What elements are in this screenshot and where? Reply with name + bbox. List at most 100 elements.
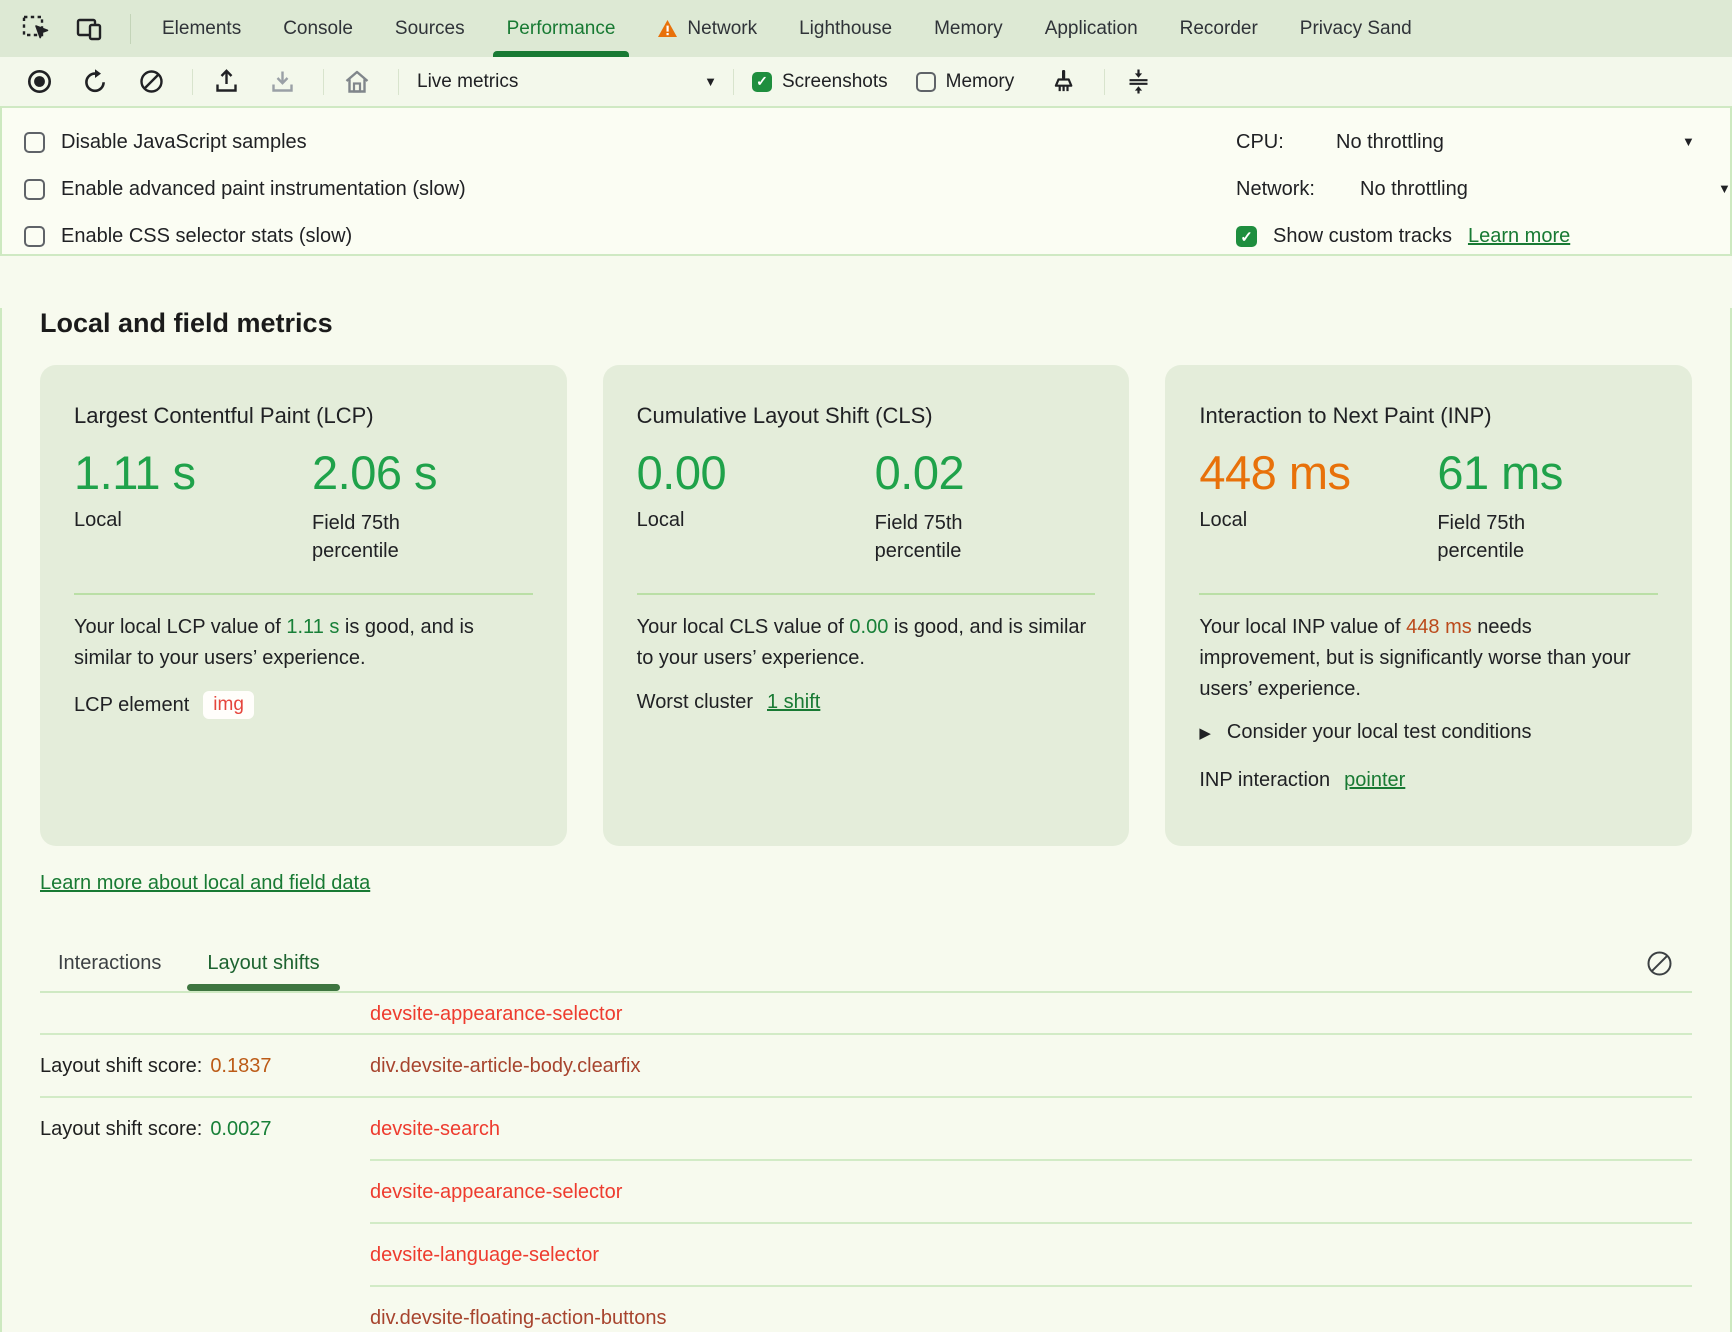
shift-score-value: 0.0027 (210, 1118, 272, 1140)
checkbox-unchecked-icon[interactable] (24, 132, 45, 153)
screenshots-checkbox[interactable]: ✓ Screenshots (752, 71, 888, 93)
shift-row: div.devsite-floating-action-buttons (40, 1287, 1692, 1332)
worst-cluster-label: Worst cluster (636, 691, 753, 713)
device-toolbar-icon[interactable] (74, 13, 106, 45)
reload-record-icon[interactable] (80, 67, 110, 97)
inspect-element-icon[interactable] (20, 13, 52, 45)
tab-interactions[interactable]: Interactions (58, 952, 162, 974)
tab-recorder[interactable]: Recorder (1179, 17, 1258, 39)
separator (192, 68, 193, 95)
network-throttling-select[interactable]: No throttling (1360, 178, 1468, 200)
expander-triangle-icon: ▶ (1199, 724, 1211, 742)
shift-element-link[interactable]: div.devsite-article-body.clearfix (370, 1055, 641, 1077)
tab-application[interactable]: Application (1044, 17, 1138, 39)
custom-tracks-row: ✓ Show custom tracks Learn more (1236, 213, 1730, 260)
cpu-throttling-select[interactable]: No throttling (1336, 131, 1444, 153)
checkbox-checked-icon[interactable]: ✓ (1236, 226, 1257, 247)
card-divider (636, 593, 1096, 595)
lcp-card: Largest Contentful Paint (LCP) 1.11 s Lo… (40, 365, 567, 846)
tab-privacy-sandbox[interactable]: Privacy Sand (1299, 17, 1412, 39)
tab-console[interactable]: Console (283, 17, 353, 39)
devtools-tabbar: Elements Console Sources Performance Net… (0, 0, 1732, 57)
warning-icon (657, 19, 678, 38)
home-icon[interactable] (342, 67, 372, 97)
checkbox-checked-icon[interactable]: ✓ (752, 71, 772, 92)
local-test-conditions-label: Consider your local test conditions (1226, 721, 1532, 743)
tab-elements[interactable]: Elements (162, 17, 242, 39)
inp-interaction-row: INP interaction pointer (1199, 769, 1658, 792)
cpu-throttling-row: CPU: No throttling ▼ (1236, 119, 1730, 166)
advanced-paint-row[interactable]: Enable advanced paint instrumentation (s… (24, 166, 1236, 213)
advanced-paint-label: Enable advanced paint instrumentation (s… (61, 178, 466, 200)
tab-network[interactable]: Network (636, 0, 778, 57)
inp-interaction-link[interactable]: pointer (1344, 769, 1406, 791)
shift-element-link[interactable]: devsite-appearance-selector (370, 1002, 623, 1025)
view-mode-select[interactable]: Live metrics ▼ (417, 71, 717, 93)
network-throttling-row: Network: No throttling ▼ (1236, 166, 1731, 213)
memory-checkbox[interactable]: Memory (915, 71, 1014, 93)
lcp-element-row: LCP element img (74, 691, 533, 719)
row-divider (40, 1033, 1692, 1035)
cls-inline-value: 0.00 (849, 616, 889, 638)
custom-tracks-learn-more-link[interactable]: Learn more (1467, 225, 1571, 247)
disable-js-samples-label: Disable JavaScript samples (61, 131, 307, 153)
inp-interaction-label: INP interaction (1199, 769, 1331, 791)
performance-toolbar: Live metrics ▼ ✓ Screenshots Memory (0, 57, 1732, 106)
disable-js-samples-row[interactable]: Disable JavaScript samples (24, 119, 1236, 166)
lcp-values: 1.11 s Local 2.06 s Field 75th percentil… (74, 445, 533, 593)
shift-element-link[interactable]: devsite-language-selector (370, 1244, 600, 1266)
record-icon[interactable] (24, 67, 54, 97)
row-divider (370, 1222, 1692, 1224)
learn-more-field-data-link[interactable]: Learn more about local and field data (40, 872, 371, 894)
card-divider (1199, 593, 1659, 595)
cls-card-title: Cumulative Layout Shift (CLS) (636, 403, 933, 428)
download-profile-icon[interactable] (267, 67, 297, 97)
local-test-conditions-expander[interactable]: ▶ Consider your local test conditions (1199, 721, 1658, 744)
cls-field-value: 0.02 (874, 446, 965, 499)
garbage-collect-brush-icon[interactable] (1048, 67, 1078, 97)
inp-local-value: 448 ms (1199, 446, 1351, 499)
shift-row: devsite-appearance-selector (40, 993, 1692, 1035)
tab-memory[interactable]: Memory (934, 17, 1003, 39)
tab-lighthouse[interactable]: Lighthouse (799, 17, 893, 39)
inp-values: 448 ms Local 61 ms Field 75th percentile (1199, 445, 1658, 593)
cls-local-value: 0.00 (636, 446, 727, 499)
live-metrics-view: Local and field metrics Largest Contentf… (0, 308, 1732, 1332)
view-mode-value: Live metrics (417, 70, 519, 92)
shift-score-value: 0.1837 (210, 1055, 272, 1077)
lcp-field-label: Field 75th percentile (312, 512, 400, 562)
shift-element-link[interactable]: div.devsite-floating-action-buttons (370, 1307, 667, 1329)
upload-profile-icon[interactable] (211, 67, 241, 97)
cls-values: 0.00 Local 0.02 Field 75th percentile (637, 445, 1096, 593)
tab-performance[interactable]: Performance (486, 0, 637, 57)
collapse-sections-icon[interactable] (1123, 67, 1153, 97)
shift-row: devsite-appearance-selector (40, 1161, 1692, 1224)
cls-local-label: Local (636, 509, 685, 531)
row-divider (370, 1285, 1692, 1287)
worst-cluster-link[interactable]: 1 shift (767, 691, 821, 713)
checkbox-unchecked-icon[interactable] (915, 71, 936, 92)
clear-log-icon[interactable] (1646, 950, 1673, 977)
chevron-down-icon: ▼ (1718, 181, 1731, 196)
panel-tabs: Elements Console Sources Performance Net… (141, 0, 1433, 57)
tab-sources[interactable]: Sources (394, 17, 465, 39)
lcp-element-chip[interactable]: img (203, 691, 254, 719)
checkbox-unchecked-icon[interactable] (24, 226, 45, 247)
inp-description: Your local INP value of 448 ms needs imp… (1199, 616, 1631, 700)
css-selector-stats-row[interactable]: Enable CSS selector stats (slow) (24, 213, 1236, 260)
shift-element-link[interactable]: devsite-appearance-selector (370, 1181, 623, 1203)
checkbox-unchecked-icon[interactable] (24, 179, 45, 200)
shift-row: Layout shift score: 0.0027 devsite-search (40, 1098, 1692, 1161)
row-divider (370, 1159, 1692, 1161)
chevron-down-icon: ▼ (1682, 134, 1695, 149)
separator (733, 68, 734, 95)
tab-layout-shifts[interactable]: Layout shifts (187, 952, 341, 991)
inp-card: Interaction to Next Paint (INP) 448 ms L… (1165, 365, 1693, 846)
clear-icon[interactable] (136, 67, 166, 97)
lcp-card-title: Largest Contentful Paint (LCP) (74, 403, 374, 428)
shift-element-link[interactable]: devsite-search (370, 1118, 501, 1140)
inp-inline-value: 448 ms (1406, 616, 1472, 638)
lcp-local-value: 1.11 s (74, 446, 196, 499)
lcp-description: Your local LCP value of 1.11 s is good, … (74, 616, 474, 669)
